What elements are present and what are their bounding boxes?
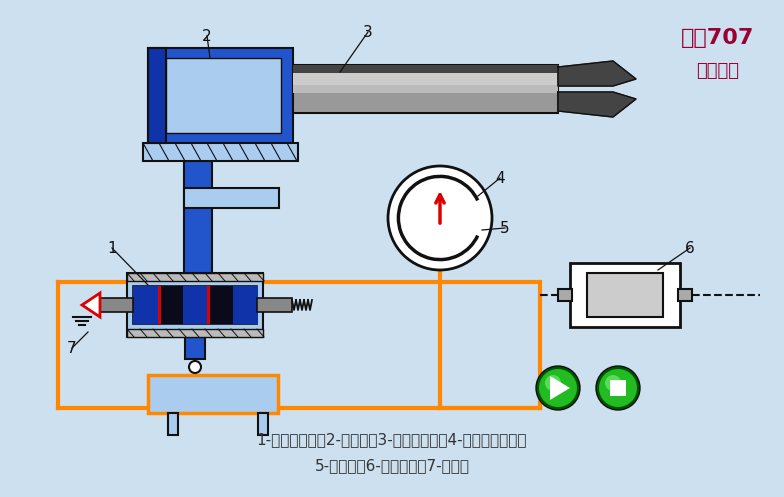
Bar [133, 286, 158, 324]
Text: 5: 5 [500, 221, 510, 236]
Bar [184, 161, 212, 281]
Polygon shape [550, 376, 570, 400]
Bar [258, 413, 268, 435]
Bar [100, 298, 133, 312]
Bar [610, 380, 626, 396]
Polygon shape [558, 92, 636, 117]
Bar [148, 48, 166, 143]
Bar [158, 286, 161, 324]
Circle shape [599, 369, 637, 407]
Bar [293, 73, 558, 85]
Bar [127, 273, 263, 337]
Bar [257, 298, 292, 312]
Circle shape [605, 375, 621, 391]
Bar [293, 85, 558, 93]
Circle shape [189, 361, 201, 373]
Bar [183, 286, 208, 324]
Bar [158, 286, 183, 324]
Text: 剪辑制作: 剪辑制作 [696, 62, 739, 80]
Circle shape [536, 366, 580, 410]
Circle shape [388, 166, 492, 270]
Bar [678, 289, 692, 301]
Bar [587, 273, 663, 317]
Text: 1-电液伺服阀；2-液压缸；3-机械手手臂；4-齿轮齿条机构；: 1-电液伺服阀；2-液压缸；3-机械手手臂；4-齿轮齿条机构； [256, 432, 528, 447]
Text: 化工707: 化工707 [681, 28, 755, 48]
Text: 2: 2 [202, 28, 212, 44]
Polygon shape [558, 61, 636, 86]
Bar [127, 273, 263, 281]
Text: 4: 4 [495, 170, 505, 185]
Polygon shape [82, 293, 100, 317]
Bar [184, 188, 279, 208]
Bar [207, 286, 210, 324]
Bar [293, 65, 558, 113]
Text: 6: 6 [685, 241, 695, 255]
Bar [127, 329, 263, 337]
Text: 3: 3 [363, 24, 373, 39]
Bar [148, 375, 278, 413]
Circle shape [539, 369, 577, 407]
Bar [293, 65, 558, 73]
Bar [558, 289, 572, 301]
Circle shape [545, 375, 561, 391]
Bar [133, 286, 257, 324]
Bar [148, 48, 293, 143]
Bar [208, 286, 233, 324]
Bar [185, 337, 205, 359]
Text: 1: 1 [107, 241, 117, 255]
Text: 5-电位器；6-步进电机；7-放大器: 5-电位器；6-步进电机；7-放大器 [314, 458, 470, 473]
Bar [166, 58, 281, 133]
Bar [168, 413, 178, 435]
Text: 7: 7 [67, 340, 77, 355]
Bar [233, 286, 258, 324]
Circle shape [596, 366, 640, 410]
Bar [570, 263, 680, 327]
Bar [143, 143, 298, 161]
